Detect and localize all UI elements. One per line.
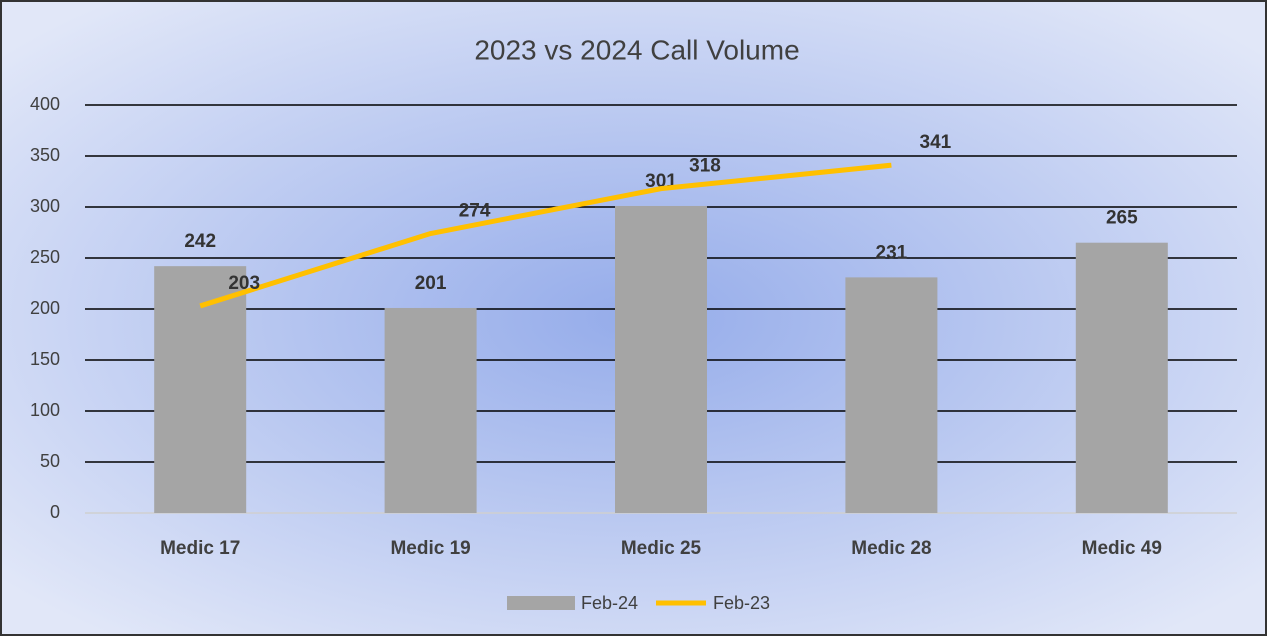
- data-label: 242: [184, 231, 216, 252]
- y-tick-label: 200: [30, 298, 60, 318]
- y-tick-label: 300: [30, 196, 60, 216]
- data-label: 265: [1106, 208, 1138, 229]
- data-label: 341: [920, 132, 952, 153]
- legend-swatch: [507, 596, 575, 610]
- y-tick-label: 50: [40, 451, 60, 471]
- x-tick-label: Medic 19: [390, 538, 470, 559]
- bar: [845, 277, 938, 513]
- x-tick-label: Medic 49: [1082, 538, 1162, 559]
- legend-label: Feb-24: [581, 593, 638, 613]
- chart-title: 2023 vs 2024 Call Volume: [474, 34, 799, 65]
- data-label: 201: [415, 273, 447, 294]
- legend-label: Feb-23: [713, 593, 770, 613]
- x-tick-label: Medic 25: [621, 538, 702, 559]
- y-tick-label: 150: [30, 349, 60, 369]
- y-tick-label: 400: [30, 94, 60, 114]
- y-tick-label: 0: [50, 502, 60, 522]
- x-tick-label: Medic 17: [160, 538, 240, 559]
- y-tick-label: 100: [30, 400, 60, 420]
- y-tick-label: 250: [30, 247, 60, 267]
- y-tick-label: 350: [30, 145, 60, 165]
- bar: [1075, 242, 1168, 513]
- x-tick-label: Medic 28: [851, 538, 931, 559]
- data-label: 318: [689, 156, 721, 177]
- bar: [384, 307, 477, 513]
- bar: [615, 205, 707, 514]
- line: [199, 162, 892, 309]
- bar: [154, 266, 247, 513]
- data-label: 274: [459, 201, 491, 222]
- data-label: 203: [228, 273, 260, 294]
- data-label: 231: [876, 242, 908, 263]
